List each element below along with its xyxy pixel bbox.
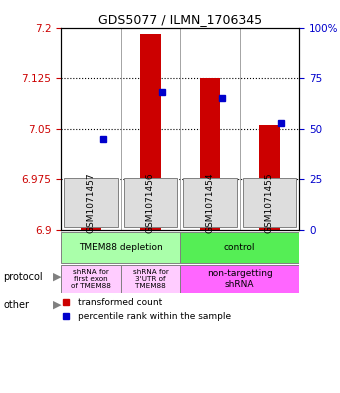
Bar bbox=[259, 125, 280, 230]
Text: shRNA for
3'UTR of
TMEM88: shRNA for 3'UTR of TMEM88 bbox=[133, 269, 168, 289]
FancyBboxPatch shape bbox=[61, 231, 180, 263]
FancyBboxPatch shape bbox=[180, 231, 299, 263]
Text: TMEM88 depletion: TMEM88 depletion bbox=[79, 242, 163, 252]
FancyBboxPatch shape bbox=[183, 178, 237, 227]
FancyBboxPatch shape bbox=[64, 178, 118, 227]
Text: shRNA for
first exon
of TMEM88: shRNA for first exon of TMEM88 bbox=[71, 269, 111, 289]
Text: percentile rank within the sample: percentile rank within the sample bbox=[78, 312, 231, 321]
Text: ▶: ▶ bbox=[53, 272, 61, 282]
FancyBboxPatch shape bbox=[180, 265, 299, 293]
Text: control: control bbox=[224, 242, 255, 252]
Text: protocol: protocol bbox=[3, 272, 43, 282]
FancyBboxPatch shape bbox=[61, 265, 121, 293]
Bar bbox=[140, 34, 161, 230]
Bar bbox=[81, 179, 101, 230]
Text: GSM1071456: GSM1071456 bbox=[146, 172, 155, 233]
Text: ▶: ▶ bbox=[53, 299, 61, 310]
Text: non-targetting
shRNA: non-targetting shRNA bbox=[207, 269, 273, 288]
Text: GSM1071454: GSM1071454 bbox=[205, 172, 215, 233]
Text: GSM1071455: GSM1071455 bbox=[265, 172, 274, 233]
FancyBboxPatch shape bbox=[124, 178, 177, 227]
Title: GDS5077 / ILMN_1706345: GDS5077 / ILMN_1706345 bbox=[98, 13, 262, 26]
Text: transformed count: transformed count bbox=[78, 298, 162, 307]
Text: GSM1071457: GSM1071457 bbox=[86, 172, 96, 233]
FancyBboxPatch shape bbox=[121, 265, 180, 293]
Text: other: other bbox=[3, 299, 29, 310]
FancyBboxPatch shape bbox=[243, 178, 296, 227]
Bar bbox=[200, 78, 220, 230]
